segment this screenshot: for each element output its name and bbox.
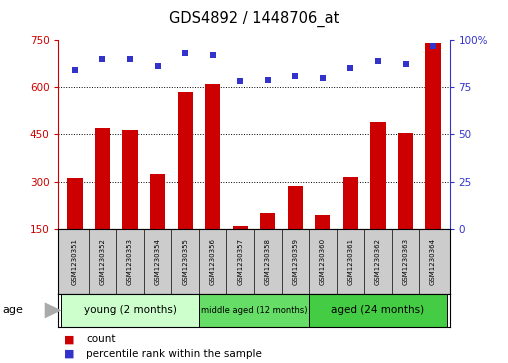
Bar [178, 92, 193, 229]
Bar [260, 213, 275, 229]
Point [264, 77, 272, 82]
Text: aged (24 months): aged (24 months) [331, 305, 425, 315]
Bar [233, 225, 248, 229]
Point [429, 43, 437, 49]
Text: GSM1230351: GSM1230351 [72, 238, 78, 285]
Point [126, 56, 134, 62]
Text: middle aged (12 months): middle aged (12 months) [201, 306, 307, 315]
Bar [199, 294, 309, 327]
Bar [150, 174, 165, 229]
Point [374, 58, 382, 64]
Polygon shape [45, 302, 61, 318]
Bar [426, 43, 440, 229]
Bar [68, 178, 82, 229]
Bar [95, 128, 110, 229]
Text: GSM1230355: GSM1230355 [182, 238, 188, 285]
Text: GSM1230359: GSM1230359 [292, 238, 298, 285]
Text: GSM1230363: GSM1230363 [402, 238, 408, 285]
Point [401, 62, 409, 68]
Text: GSM1230364: GSM1230364 [430, 238, 436, 285]
Point [319, 75, 327, 81]
Bar [61, 294, 199, 327]
Text: GSM1230357: GSM1230357 [237, 238, 243, 285]
Text: GSM1230352: GSM1230352 [100, 238, 106, 285]
Text: GSM1230362: GSM1230362 [375, 238, 381, 285]
Point [181, 50, 189, 56]
Text: age: age [3, 305, 23, 315]
Point [71, 67, 79, 73]
Point [99, 56, 107, 62]
Point [209, 52, 217, 58]
Text: GDS4892 / 1448706_at: GDS4892 / 1448706_at [169, 11, 339, 27]
Text: GSM1230356: GSM1230356 [210, 238, 216, 285]
Bar [205, 84, 220, 229]
Text: GSM1230353: GSM1230353 [127, 238, 133, 285]
Point [291, 73, 299, 79]
Text: GSM1230361: GSM1230361 [347, 238, 354, 285]
Bar [370, 122, 386, 229]
Text: ■: ■ [64, 349, 74, 359]
Bar [343, 177, 358, 229]
Text: GSM1230360: GSM1230360 [320, 238, 326, 285]
Bar [309, 294, 447, 327]
Text: ■: ■ [64, 334, 74, 344]
Text: percentile rank within the sample: percentile rank within the sample [86, 349, 262, 359]
Text: young (2 months): young (2 months) [84, 305, 176, 315]
Bar [288, 186, 303, 229]
Point [346, 65, 355, 71]
Text: count: count [86, 334, 116, 344]
Point [153, 64, 162, 69]
Text: GSM1230354: GSM1230354 [154, 238, 161, 285]
Text: GSM1230358: GSM1230358 [265, 238, 271, 285]
Point [236, 78, 244, 84]
Bar [122, 130, 138, 229]
Bar [315, 215, 330, 229]
Bar [398, 133, 413, 229]
